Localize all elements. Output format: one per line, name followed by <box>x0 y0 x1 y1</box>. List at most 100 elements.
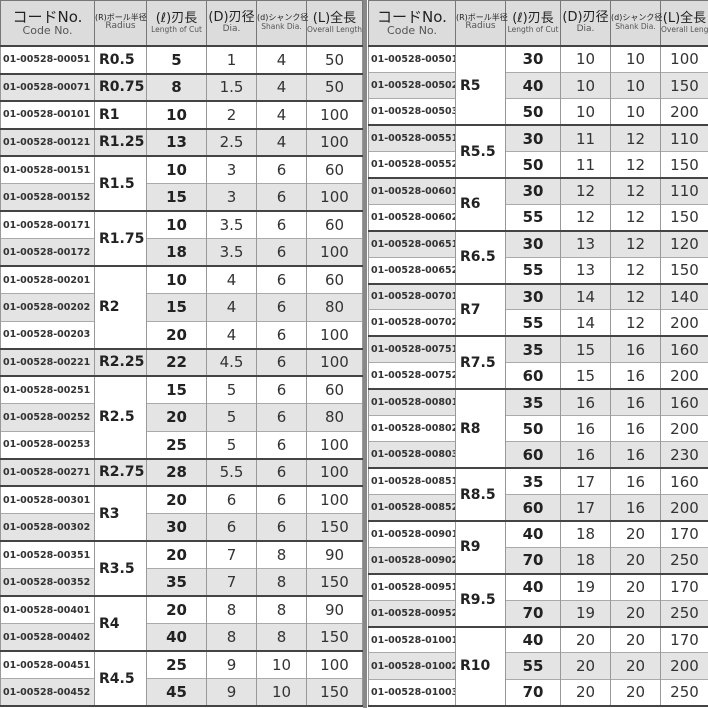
cell-code: 01-00528-00702 <box>368 309 456 337</box>
table-row: 01-00528-00902 70 18 20 250 <box>368 546 708 574</box>
cell-length: 60 <box>505 441 561 469</box>
cell-dia: 10 <box>560 98 611 126</box>
cell-overall: 60 <box>306 265 363 294</box>
cell-radius: R5.5 <box>455 124 506 178</box>
cell-code: 01-00528-00852 <box>368 494 456 522</box>
cell-shank: 6 <box>256 513 307 541</box>
table-row: 01-00528-00601 R6 30 12 12 110 <box>368 176 708 231</box>
cell-code: 01-00528-01002 <box>368 652 456 680</box>
table-row: 01-00528-00702 55 14 12 200 <box>368 309 708 337</box>
table-row: 01-00528-00271 R2.75 28 5.5 6 100 <box>0 457 363 486</box>
cell-length: 20 <box>146 403 207 431</box>
cell-code: 01-00528-00352 <box>0 568 95 596</box>
cell-length: 55 <box>505 309 561 337</box>
table-header: コードNo. Code No. (R)ボール半径 Radius (ℓ)刃長 Lengt… <box>368 0 708 47</box>
header-radius: (R)ボール半径 Radius <box>94 0 147 47</box>
cell-overall: 230 <box>660 441 708 469</box>
cell-dia: 8 <box>206 623 257 651</box>
cell-length: 55 <box>505 652 561 680</box>
cell-overall: 200 <box>660 362 708 390</box>
cell-radius: R2.25 <box>94 347 147 376</box>
cell-dia: 1.5 <box>206 72 257 101</box>
cell-radius: R2 <box>94 265 147 349</box>
cell-dia: 14 <box>560 282 611 310</box>
cell-radius: R0.75 <box>94 72 147 101</box>
table-row: 01-00528-00402 40 8 8 150 <box>0 623 363 651</box>
cell-code: 01-00528-00201 <box>0 265 95 294</box>
table-row: 01-00528-00071 R0.75 8 1.5 4 50 <box>0 72 363 101</box>
cell-length: 8 <box>146 72 207 101</box>
table-row: 01-00528-00152 15 3 6 100 <box>0 183 363 211</box>
cell-length: 40 <box>505 71 561 99</box>
cell-code: 01-00528-00901 <box>368 520 456 548</box>
cell-code: 01-00528-01001 <box>368 625 456 653</box>
cell-length: 35 <box>505 335 561 363</box>
table-row: 01-00528-00172 18 3.5 6 100 <box>0 238 363 266</box>
cell-length: 50 <box>505 151 561 178</box>
cell-shank: 10 <box>610 98 661 126</box>
table-row: 01-00528-00301 R3 20 6 6 100 <box>0 485 363 541</box>
header-dia-en: Dia. <box>576 24 595 35</box>
table-row: 01-00528-01001 R10 40 20 20 170 <box>368 625 708 706</box>
cell-radius: R6.5 <box>455 229 506 284</box>
header-overall-en: Overall Length <box>307 25 363 35</box>
cell-dia: 5 <box>206 403 257 431</box>
table-row: 01-00528-00251 R2.5 15 5 6 60 <box>0 375 363 459</box>
table-row: 01-00528-00302 30 6 6 150 <box>0 513 363 541</box>
cell-length: 28 <box>146 457 207 486</box>
cell-shank: 6 <box>256 403 307 431</box>
table-row: 01-00528-00501 R5 30 10 10 100 <box>368 44 708 126</box>
cell-radius: R5 <box>455 44 506 126</box>
cell-code: 01-00528-00803 <box>368 441 456 469</box>
table-row: 01-00528-00503 50 10 10 200 <box>368 98 708 126</box>
header-code-jp: コードNo. <box>377 7 447 26</box>
cell-shank: 8 <box>256 540 307 569</box>
cell-shank: 16 <box>610 388 661 416</box>
cell-dia: 4 <box>206 320 257 349</box>
spec-table-right: コードNo. Code No. (R)ボール半径 Radius (ℓ)刃長 Lengt… <box>368 0 708 707</box>
cell-length: 10 <box>146 210 207 239</box>
cell-dia: 12 <box>560 203 611 231</box>
header-shank: (d)シャンク径 Shank Dia. <box>610 0 662 47</box>
cell-shank: 6 <box>256 293 307 321</box>
cell-code: 01-00528-00452 <box>0 678 95 706</box>
cell-radius: R7.5 <box>455 335 506 390</box>
cell-shank: 20 <box>610 520 661 548</box>
cell-shank: 20 <box>610 599 661 627</box>
cell-code: 01-00528-00401 <box>0 595 95 624</box>
cell-overall: 150 <box>660 203 708 231</box>
cell-overall: 200 <box>660 98 708 126</box>
cell-code: 01-00528-00252 <box>0 403 95 431</box>
cell-code: 01-00528-01003 <box>368 678 456 706</box>
cell-code: 01-00528-00802 <box>368 414 456 442</box>
cell-dia: 4.5 <box>206 347 257 376</box>
cell-overall: 140 <box>660 282 708 310</box>
cell-overall: 100 <box>306 238 363 266</box>
cell-dia: 2.5 <box>206 127 257 156</box>
cell-shank: 10 <box>610 44 661 73</box>
cell-dia: 5 <box>206 430 257 459</box>
cell-code: 01-00528-00152 <box>0 183 95 211</box>
cell-shank: 16 <box>610 467 661 495</box>
cell-overall: 150 <box>306 568 363 596</box>
cell-code: 01-00528-00801 <box>368 388 456 416</box>
cell-dia: 2 <box>206 100 257 129</box>
header-length: (ℓ)刃長 Length of Cut <box>146 0 207 47</box>
cell-overall: 50 <box>306 72 363 101</box>
table-row: 01-00528-00201 R2 10 4 6 60 <box>0 265 363 349</box>
cell-radius: R1.25 <box>94 127 147 156</box>
cell-dia: 16 <box>560 388 611 416</box>
cell-code: 01-00528-00502 <box>368 71 456 99</box>
cell-dia: 13 <box>560 256 611 284</box>
cell-length: 20 <box>146 485 207 514</box>
cell-shank: 6 <box>256 183 307 211</box>
cell-code: 01-00528-00501 <box>368 44 456 73</box>
cell-shank: 6 <box>256 457 307 486</box>
table-row: 01-00528-00502 40 10 10 150 <box>368 71 708 99</box>
cell-dia: 16 <box>560 414 611 442</box>
cell-shank: 6 <box>256 485 307 514</box>
cell-shank: 6 <box>256 430 307 459</box>
cell-length: 40 <box>505 520 561 548</box>
cell-radius: R4 <box>94 595 147 651</box>
cell-shank: 6 <box>256 238 307 266</box>
